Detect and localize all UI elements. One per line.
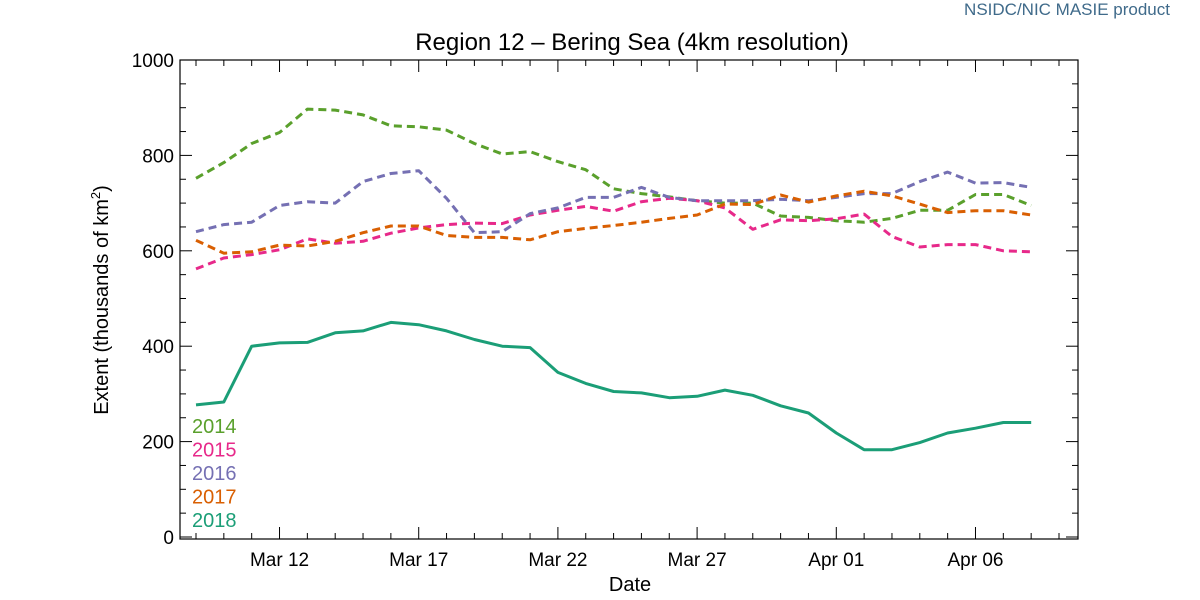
series-line-2015: [195, 196, 1032, 271]
legend-entry-2017: 2017: [192, 487, 237, 509]
legend-entry-2018: 2018: [192, 510, 237, 532]
x-tick-label: Apr 06: [947, 550, 1003, 571]
x-tick-label: Mar 22: [528, 550, 587, 571]
legend-entry-2014: 2014: [192, 416, 237, 438]
y-tick-label: 200: [142, 433, 174, 454]
legend-entry-2016: 2016: [192, 463, 237, 485]
y-tick-label: 1000: [132, 51, 174, 72]
y-tick-label: 800: [142, 146, 174, 167]
x-tick-label: Mar 27: [668, 550, 727, 571]
chart-title: Region 12 – Bering Sea (4km resolution): [415, 29, 849, 56]
legend-entry-2015: 2015: [192, 440, 237, 462]
y-axis-label-close: ): [91, 185, 113, 192]
x-tick-label: Mar 17: [389, 550, 448, 571]
y-tick-label: 400: [142, 337, 174, 358]
y-axis-label-superscript: 2: [88, 192, 103, 199]
y-axis-label-main: Extent (thousands of km: [91, 199, 113, 415]
y-axis-label: Extent (thousands of km2): [88, 185, 113, 415]
plot-area: 0 200 400 600 800 1000 Mar 12 Mar 17 Mar 22 Mar 2…: [132, 51, 1079, 571]
y-tick-label: 600: [142, 242, 174, 263]
x-axis-label: Date: [609, 574, 651, 596]
series-line-2018: [195, 320, 1032, 452]
series-line-2014: [195, 107, 1032, 224]
series-line-2017: [195, 189, 1032, 255]
plot-frame: [179, 59, 1079, 540]
x-tick-label: Apr 01: [808, 550, 864, 571]
series-line-2016: [195, 169, 1032, 235]
product-attribution: NSIDC/NIC MASIE product: [964, 0, 1170, 19]
x-tick-label: Mar 12: [250, 550, 309, 571]
y-tick-label: 0: [163, 528, 174, 549]
